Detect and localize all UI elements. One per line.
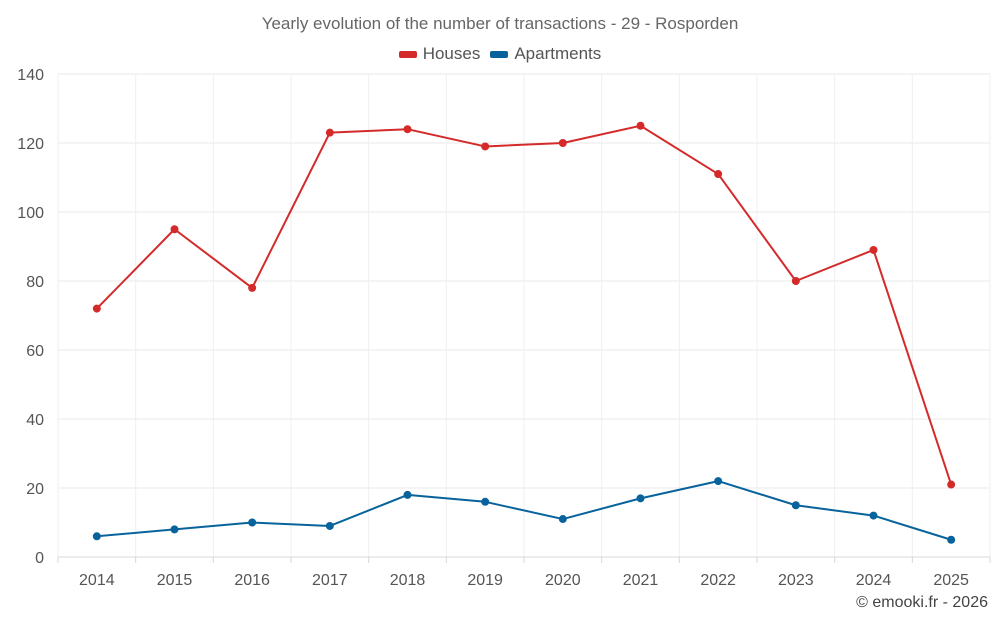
y-tick-label-60: 60 (26, 343, 44, 360)
legend-item-houses[interactable]: Houses (398, 44, 481, 64)
data-point-apartments-2018[interactable] (403, 490, 412, 499)
data-point-houses-2017[interactable] (325, 128, 334, 137)
series-layer (92, 121, 956, 544)
x-tick-label-2018: 2018 (390, 572, 426, 589)
grid (57, 73, 991, 558)
data-point-apartments-2016[interactable] (248, 518, 257, 527)
data-point-houses-2019[interactable] (481, 142, 490, 151)
x-tick-label-2015: 2015 (157, 572, 193, 589)
data-point-houses-2018[interactable] (403, 125, 412, 134)
x-tick-label-2017: 2017 (312, 572, 348, 589)
x-tick-label-2023: 2023 (778, 572, 814, 589)
y-tick-label-140: 140 (17, 67, 44, 84)
x-tick-label-2021: 2021 (623, 572, 659, 589)
data-point-houses-2020[interactable] (558, 139, 567, 147)
data-point-houses-2016[interactable] (248, 283, 257, 292)
credit-text: © emooki.fr - 2026 (856, 594, 988, 611)
data-point-apartments-2020[interactable] (558, 515, 567, 524)
data-point-apartments-2015[interactable] (170, 525, 179, 534)
data-point-houses-2015[interactable] (170, 225, 179, 234)
x-tick-label-2016: 2016 (234, 572, 270, 589)
legend: Houses Apartments (0, 44, 1000, 64)
data-point-houses-2022[interactable] (714, 170, 723, 179)
data-point-apartments-2025[interactable] (947, 535, 956, 544)
data-point-apartments-2024[interactable] (869, 511, 878, 520)
data-point-houses-2024[interactable] (869, 245, 878, 254)
y-tick-label-0: 0 (35, 550, 44, 567)
series-line-apartments (96, 480, 952, 541)
data-point-apartments-2014[interactable] (92, 532, 101, 541)
x-tick-label-2014: 2014 (79, 572, 115, 589)
chart-title: Yearly evolution of the number of transa… (261, 14, 739, 33)
legend-label-houses: Houses (422, 44, 481, 63)
data-point-houses-2021[interactable] (636, 121, 645, 130)
legend-label-apartments: Apartments (514, 44, 602, 63)
legend-swatch-houses (398, 50, 417, 58)
x-tick-label-2022: 2022 (700, 572, 736, 589)
legend-item-apartments[interactable]: Apartments (490, 44, 601, 64)
data-point-houses-2023[interactable] (791, 277, 800, 285)
x-tick-label-2025: 2025 (933, 572, 969, 589)
y-tick-label-20: 20 (26, 481, 44, 498)
legend-swatch-apartments (490, 50, 509, 58)
y-tick-label-120: 120 (17, 136, 44, 153)
axes: 0 20 40 60 80 100 120 140 2014 2015 2016 2017 2018 20… (17, 67, 991, 589)
data-point-houses-2025[interactable] (947, 480, 956, 489)
data-point-apartments-2017[interactable] (325, 521, 334, 530)
x-tick-label-2020: 2020 (545, 572, 581, 589)
y-tick-label-80: 80 (26, 274, 44, 291)
x-tick-label-2024: 2024 (856, 572, 892, 589)
data-point-apartments-2022[interactable] (714, 477, 723, 486)
y-tick-label-40: 40 (26, 412, 44, 429)
series-line-houses (96, 124, 953, 485)
data-point-houses-2014[interactable] (92, 304, 101, 313)
x-tick-label-2019: 2019 (467, 572, 503, 589)
y-tick-label-100: 100 (17, 205, 44, 222)
data-point-apartments-2021[interactable] (636, 494, 645, 503)
data-point-apartments-2019[interactable] (481, 497, 490, 506)
data-point-apartments-2023[interactable] (791, 501, 800, 510)
